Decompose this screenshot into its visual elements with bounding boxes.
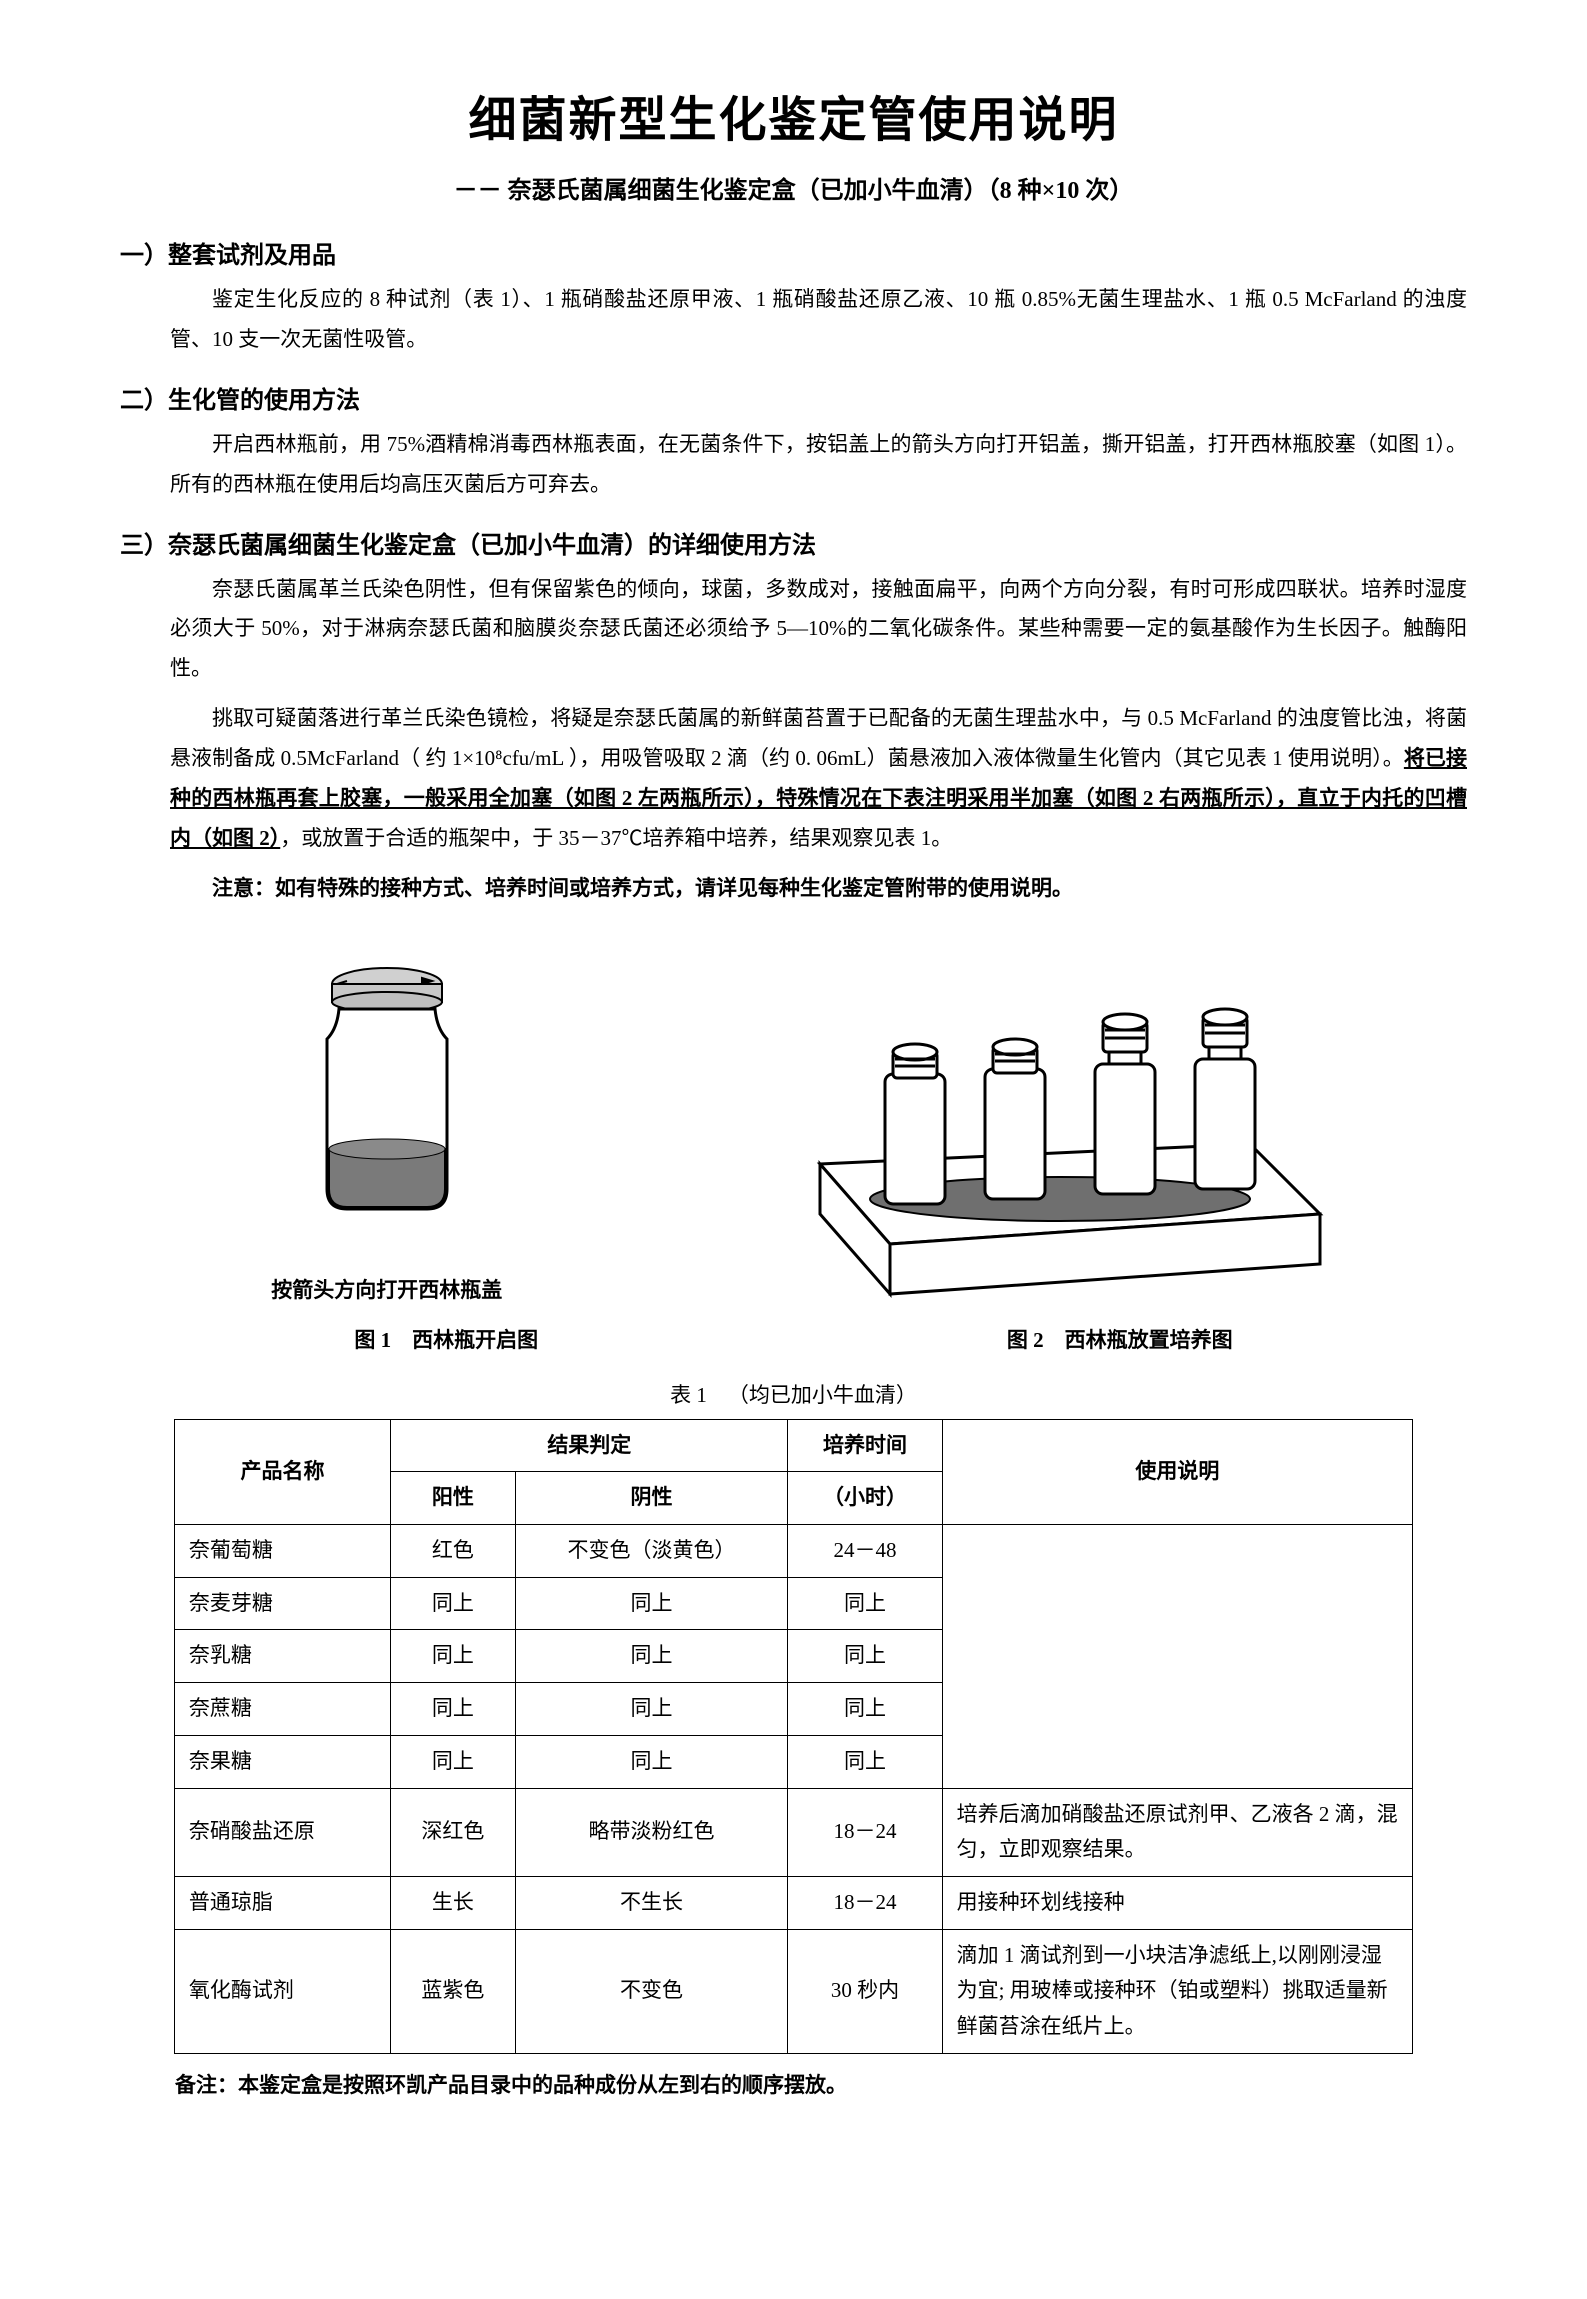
- figures-row: 按箭头方向打开西林瓶盖: [120, 939, 1467, 1304]
- figure-2-label: 图 2 西林瓶放置培养图: [1007, 1324, 1233, 1354]
- cell-negative: 略带淡粉红色: [515, 1788, 788, 1876]
- cell-positive: 同上: [391, 1683, 515, 1736]
- footnote: 备注：本鉴定盒是按照环凯产品目录中的品种成份从左到右的顺序摆放。: [175, 2069, 1467, 2099]
- cell-time: 同上: [788, 1630, 942, 1683]
- th-neg: 阴性: [515, 1472, 788, 1525]
- cell-product: 奈蔗糖: [174, 1683, 390, 1736]
- cell-product: 奈乳糖: [174, 1630, 390, 1683]
- cell-product: 奈硝酸盐还原: [174, 1788, 390, 1876]
- table-row: 普通琼脂生长不生长18－24用接种环划线接种: [174, 1876, 1412, 1929]
- th-product: 产品名称: [174, 1419, 390, 1524]
- document-page: 细菌新型生化鉴定管使用说明 －－ 奈瑟氏菌属细菌生化鉴定盒（已加小牛血清）（8 …: [0, 0, 1587, 2299]
- section-2-p1: 开启西林瓶前，用 75%酒精棉消毒西林瓶表面，在无菌条件下，按铝盖上的箭头方向打…: [120, 425, 1467, 505]
- page-subtitle: －－ 奈瑟氏菌属细菌生化鉴定盒（已加小牛血清）（8 种×10 次）: [120, 170, 1467, 205]
- cell-product: 奈麦芽糖: [174, 1577, 390, 1630]
- cell-product: 奈葡萄糖: [174, 1525, 390, 1578]
- section-3-p1: 奈瑟氏菌属革兰氏染色阴性，但有保留紫色的倾向，球菌，多数成对，接触面扁平，向两个…: [120, 570, 1467, 690]
- figure-1: 按箭头方向打开西林瓶盖: [247, 939, 527, 1304]
- cell-positive: 蓝紫色: [391, 1929, 515, 2053]
- cell-instruction: 培养后滴加硝酸盐还原试剂甲、乙液各 2 滴，混匀，立即观察结果。: [942, 1788, 1413, 1876]
- vial-open-illustration: [247, 939, 527, 1259]
- section-3-p2a: 挑取可疑菌落进行革兰氏染色镜检，将疑是奈瑟氏菌属的新鲜菌苔置于已配备的无菌生理盐…: [170, 706, 1467, 770]
- cell-time: 18－24: [788, 1788, 942, 1876]
- cell-time: 18－24: [788, 1876, 942, 1929]
- table-row: 奈硝酸盐还原深红色略带淡粉红色18－24培养后滴加硝酸盐还原试剂甲、乙液各 2 …: [174, 1788, 1412, 1876]
- figure-2: [780, 964, 1340, 1304]
- cell-positive: 深红色: [391, 1788, 515, 1876]
- cell-positive: 同上: [391, 1630, 515, 1683]
- th-instr: 使用说明: [942, 1419, 1413, 1524]
- cell-time: 30 秒内: [788, 1929, 942, 2053]
- cell-positive: 生长: [391, 1876, 515, 1929]
- section-3-p3: 注意：如有特殊的接种方式、培养时间或培养方式，请详见每种生化鉴定管附带的使用说明…: [120, 869, 1467, 909]
- th-time: 培养时间: [788, 1419, 942, 1472]
- th-result: 结果判定: [391, 1419, 788, 1472]
- table-row: 奈葡萄糖红色不变色（淡黄色）24－48: [174, 1525, 1412, 1578]
- cell-negative: 不变色（淡黄色）: [515, 1525, 788, 1578]
- th-time-sub: （小时）: [788, 1472, 942, 1525]
- cell-positive: 同上: [391, 1735, 515, 1788]
- section-1-p1: 鉴定生化反应的 8 种试剂（表 1）、1 瓶硝酸盐还原甲液、1 瓶硝酸盐还原乙液…: [120, 280, 1467, 360]
- page-title: 细菌新型生化鉴定管使用说明: [120, 80, 1467, 150]
- figure-labels-row: 图 1 西林瓶开启图 图 2 西林瓶放置培养图: [120, 1324, 1467, 1354]
- cell-negative: 同上: [515, 1683, 788, 1736]
- cell-time: 同上: [788, 1683, 942, 1736]
- section-3-head: 三）奈瑟氏菌属细菌生化鉴定盒（已加小牛血清）的详细使用方法: [120, 525, 1467, 560]
- cell-positive: 同上: [391, 1577, 515, 1630]
- cell-positive: 红色: [391, 1525, 515, 1578]
- cell-negative: 同上: [515, 1735, 788, 1788]
- th-pos: 阳性: [391, 1472, 515, 1525]
- cell-product: 氧化酶试剂: [174, 1929, 390, 2053]
- table-row: 氧化酶试剂蓝紫色不变色30 秒内滴加 1 滴试剂到一小块洁净滤纸上,以刚刚浸湿为…: [174, 1929, 1412, 2053]
- cell-time: 24－48: [788, 1525, 942, 1578]
- results-table: 产品名称 结果判定 培养时间 使用说明 阳性 阴性 （小时） 奈葡萄糖红色不变色…: [174, 1419, 1413, 2054]
- cell-negative: 不生长: [515, 1876, 788, 1929]
- cell-negative: 同上: [515, 1577, 788, 1630]
- section-1-head: 一）整套试剂及用品: [120, 235, 1467, 270]
- figure-1-label: 图 1 西林瓶开启图: [354, 1324, 538, 1354]
- figure-1-subcaption: 按箭头方向打开西林瓶盖: [247, 1274, 527, 1304]
- cell-negative: 不变色: [515, 1929, 788, 2053]
- cell-instruction: 用接种环划线接种: [942, 1876, 1413, 1929]
- cell-product: 奈果糖: [174, 1735, 390, 1788]
- section-3-p2b: ，或放置于合适的瓶架中，于 35－37℃培养箱中培养，结果观察见表 1。: [280, 826, 952, 850]
- cell-instruction: 滴加 1 滴试剂到一小块洁净滤纸上,以刚刚浸湿为宜; 用玻棒或接种环（铂或塑料）…: [942, 1929, 1413, 2053]
- vial-rack-illustration: [780, 964, 1340, 1304]
- cell-instruction: [942, 1525, 1413, 1788]
- cell-time: 同上: [788, 1735, 942, 1788]
- cell-time: 同上: [788, 1577, 942, 1630]
- cell-negative: 同上: [515, 1630, 788, 1683]
- table-title: 表 1 （均已加小牛血清）: [120, 1379, 1467, 1409]
- section-3-p2: 挑取可疑菌落进行革兰氏染色镜检，将疑是奈瑟氏菌属的新鲜菌苔置于已配备的无菌生理盐…: [120, 699, 1467, 859]
- section-2-head: 二）生化管的使用方法: [120, 380, 1467, 415]
- cell-product: 普通琼脂: [174, 1876, 390, 1929]
